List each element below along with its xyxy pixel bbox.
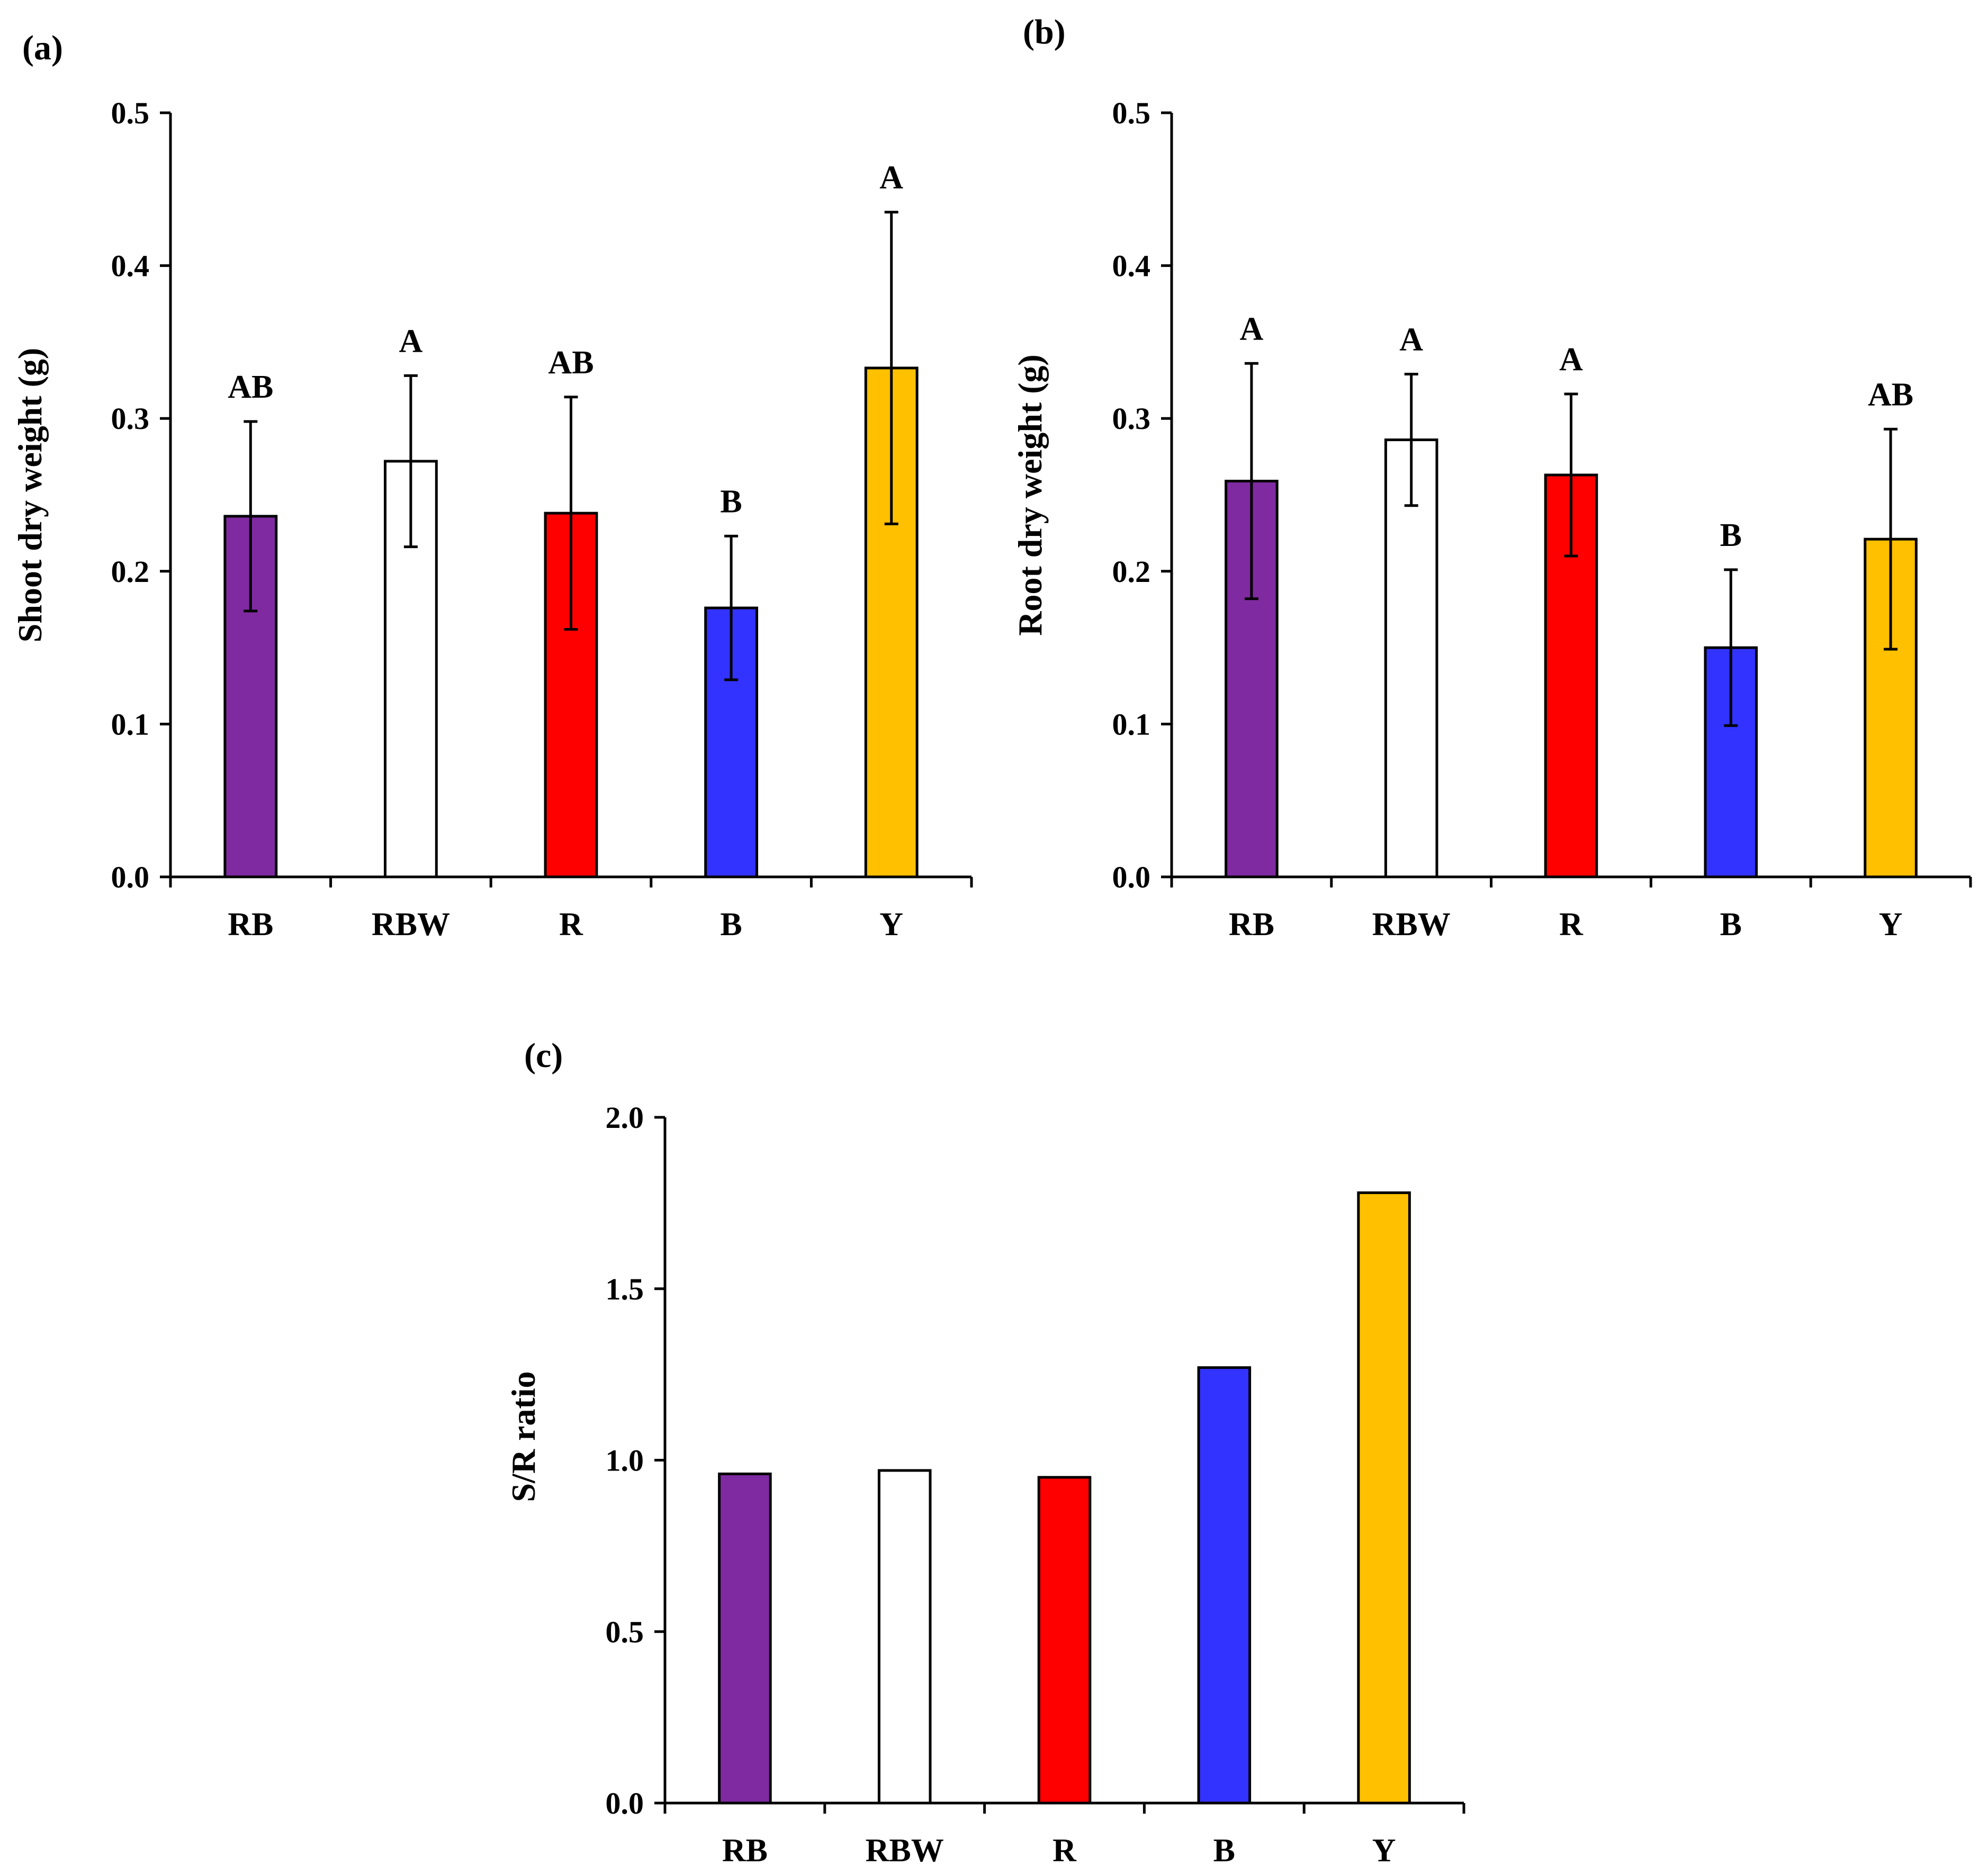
y-tick-label: 1.5 [606,1272,644,1306]
panel-b: (b) 0.0 0.1 0.2 0.3 0.4 0.5 Root dry weight (g)… [1011,13,1972,943]
y-tick-label: 0.1 [111,707,150,741]
x-tick-label: RBW [866,1833,944,1869]
y-tick-label: 0.5 [1112,96,1151,130]
x-tick-label: Y [1372,1833,1396,1869]
x-tick-label: B [1720,907,1742,943]
y-tick-label: 0.5 [111,96,150,130]
significance-label: A [399,323,423,359]
significance-label: A [1240,311,1264,347]
y-tick-label: 0.0 [111,860,150,894]
significance-label: B [720,483,742,519]
y-axis-title: Shoot dry weight (g) [11,348,49,642]
x-tick-label: R [1559,907,1584,943]
x-tick-label: RBW [1372,907,1451,943]
significance-label: A [1559,342,1583,378]
bar-B [1197,1366,1252,1805]
x-tick-label: RB [228,907,273,943]
x-tick-label: Y [879,907,903,943]
y-axis-title: S/R ratio [505,1371,542,1502]
significance-label: B [1720,517,1742,553]
bar-RBW [877,1469,932,1805]
x-tick-label: B [720,907,742,943]
y-tick-label: 0.3 [1112,401,1151,436]
significance-label: A [1399,322,1423,358]
x-tick-label: RB [722,1833,768,1869]
panel-label: (c) [524,1036,563,1075]
y-tick-label: 0.0 [606,1786,644,1821]
y-tick-label: 2.0 [606,1100,644,1135]
y-tick-label: 0.2 [111,554,150,589]
bar-Y [1357,1191,1411,1805]
y-tick-label: 0.4 [1112,249,1151,283]
y-tick-label: 0.2 [1112,554,1151,589]
bar-RBW [1384,438,1438,878]
significance-label: AB [228,369,273,405]
y-tick-label: 0.1 [1112,707,1151,741]
significance-label: AB [1868,376,1913,413]
panel-label: (a) [22,29,63,67]
panel-label: (b) [1023,13,1066,51]
y-tick-label: 0.3 [111,401,150,436]
bar-RBW [383,460,438,878]
y-tick-label: 1.0 [606,1443,644,1478]
x-tick-label: R [1053,1833,1077,1869]
x-tick-label: B [1213,1833,1235,1869]
significance-label: AB [548,345,593,381]
y-tick-label: 0.0 [1112,860,1151,894]
x-tick-label: Y [1879,907,1903,943]
significance-label: A [879,160,903,196]
panel-a: (a) 0.0 0.1 0.2 0.3 0.4 0.5 Shoot dry weight (g… [11,29,973,943]
x-tick-label: RB [1229,907,1274,943]
x-tick-label: RBW [372,907,450,943]
y-tick-label: 0.4 [111,249,150,283]
x-tick-label: R [559,907,583,943]
bar-R [1037,1476,1092,1805]
bar-RB [223,515,278,878]
y-axis-title: Root dry weight (g) [1011,354,1049,635]
bar-RB [718,1472,772,1805]
y-tick-label: 0.5 [606,1615,644,1649]
